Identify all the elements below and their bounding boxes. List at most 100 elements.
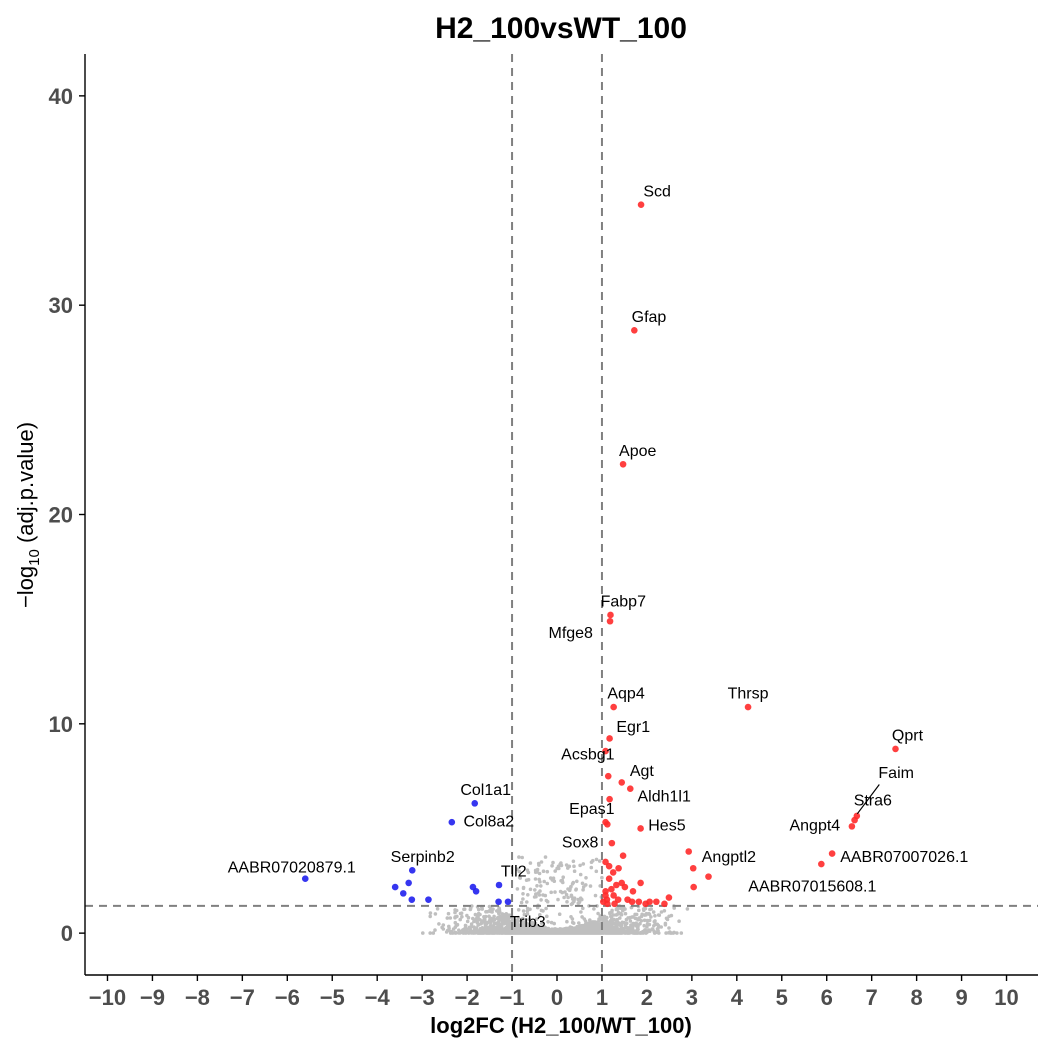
gene-label-aqp4: Aqp4 (607, 686, 644, 703)
up-point-24 (828, 850, 836, 857)
label-connectors (856, 784, 880, 815)
x-tick-label-14: 4 (731, 985, 744, 1010)
gene-label-hes5: Hes5 (648, 818, 685, 835)
up-point-29 (602, 858, 609, 866)
gene-label-epas1: Epas1 (569, 801, 614, 818)
x-tick-label-20: 10 (994, 985, 1018, 1010)
down-point-13 (504, 898, 512, 906)
nonsignificant-points (421, 855, 690, 935)
up-point-6 (610, 703, 617, 711)
up-point-22 (619, 852, 627, 859)
up-point-9 (602, 747, 609, 755)
x-tick-label-11: 1 (596, 985, 608, 1010)
gene-label-apoe: Apoe (619, 443, 656, 460)
x-tick-label-15: 5 (776, 985, 788, 1010)
down-point-10 (472, 887, 480, 895)
gene-label-fabp7: Fabp7 (601, 594, 646, 611)
up-point-19 (604, 820, 611, 828)
y-tick-label-4: 40 (49, 84, 73, 109)
x-tick-label-7: −3 (410, 985, 435, 1010)
x-tick-label-2: −8 (185, 985, 210, 1010)
x-tick-label-4: −6 (275, 985, 300, 1010)
up-point-47 (653, 898, 660, 906)
up-point-34 (613, 881, 620, 889)
up-point-11 (618, 779, 626, 786)
gene-label-gfap: Gfap (632, 309, 667, 326)
up-point-48 (661, 900, 668, 908)
down-point-4 (399, 890, 407, 897)
y-axis-title: −log10 (adj.p.value) (13, 422, 43, 608)
y-axis-title-subscript: 10 (26, 549, 43, 566)
gene-label-egr1: Egr1 (616, 719, 650, 736)
gene-label-acsbg1: Acsbg1 (561, 746, 614, 763)
up-point-35 (621, 883, 629, 891)
x-tick-label-8: −2 (455, 985, 480, 1010)
gene-label-tll2: Tll2 (501, 864, 527, 881)
up-point-4 (606, 617, 614, 625)
up-point-0 (637, 201, 645, 209)
y-tick-label-2: 20 (49, 503, 73, 528)
up-point-25 (818, 860, 825, 868)
gene-labels: Scd Gfap Apoe Fabp7 Mfge8 Aqp4 Thrsp Egr1 Qprt Ac… (228, 183, 969, 931)
up-point-21 (685, 848, 693, 855)
up-point-12 (626, 785, 634, 793)
x-tick-label-5: −5 (320, 985, 345, 1010)
up-point-3 (607, 611, 614, 619)
gene-label-trib3: Trib3 (510, 914, 546, 931)
down-point-5 (408, 896, 416, 903)
down-point-2 (391, 883, 399, 891)
gene-label-angpt4: Angpt4 (789, 818, 840, 835)
up-point-13 (606, 795, 613, 803)
up-point-50 (642, 900, 649, 908)
y-axis-title-suffix: (adj.p.value) (13, 422, 38, 549)
down-point-6 (425, 896, 432, 903)
down-point-0 (301, 875, 309, 883)
x-tick-label-13: 3 (686, 985, 698, 1010)
x-tick-label-9: −1 (500, 985, 525, 1010)
gene-label-agt: Agt (630, 763, 655, 780)
x-axis-ticks: −10 −9 −8 −7 −6 −5 −4 −3 −2 −1 0 1 2 3 4 5 6 7 8 9 10 (89, 975, 1019, 1010)
x-tick-label-6: −4 (365, 985, 391, 1010)
up-point-5 (744, 703, 752, 711)
up-point-16 (848, 823, 856, 830)
gene-label-thrsp: Thrsp (728, 686, 769, 703)
x-tick-label-19: 9 (955, 985, 967, 1010)
gene-label-aabr07015608.1: AABR07015608.1 (748, 878, 876, 895)
up-point-2 (619, 460, 627, 468)
up-point-7 (892, 745, 899, 753)
up-point-52 (600, 898, 607, 906)
gene-label-faim: Faim (878, 765, 914, 782)
down-point-1 (408, 867, 416, 874)
up-point-54 (611, 900, 618, 908)
x-tick-label-17: 7 (866, 985, 878, 1010)
x-axis-title: log2FC (H2_100/WT_100) (430, 1013, 692, 1038)
up-point-1 (631, 327, 638, 334)
y-tick-label-0: 0 (61, 921, 73, 946)
up-point-49 (665, 894, 673, 901)
x-tick-label-12: 2 (641, 985, 653, 1010)
up-point-8 (606, 735, 613, 742)
y-tick-label-3: 30 (49, 293, 73, 318)
down-point-7 (448, 818, 456, 826)
up-point-17 (637, 825, 644, 832)
up-point-36 (637, 879, 644, 887)
up-point-45 (635, 898, 643, 906)
up-point-53 (602, 892, 609, 899)
threshold-lines (85, 54, 1038, 975)
up-point-32 (605, 875, 613, 883)
x-tick-label-18: 8 (911, 985, 923, 1010)
chart-title: H2_100vsWT_100 (435, 12, 687, 45)
y-axis-ticks: 0 10 20 30 40 (49, 84, 85, 946)
y-tick-label-1: 10 (49, 712, 73, 737)
gene-label-aabr07007026.1: AABR07007026.1 (840, 849, 968, 866)
gene-label-qprt: Qprt (892, 728, 924, 745)
gene-label-aldh1l1: Aldh1l1 (637, 788, 690, 805)
x-tick-label-3: −7 (230, 985, 255, 1010)
gene-label-col1a1: Col1a1 (460, 782, 511, 799)
gene-label-col8a2: Col8a2 (464, 813, 515, 830)
up-point-38 (608, 885, 615, 893)
nonsignificant-point-cloud (421, 855, 690, 935)
down-point-11 (495, 881, 503, 889)
